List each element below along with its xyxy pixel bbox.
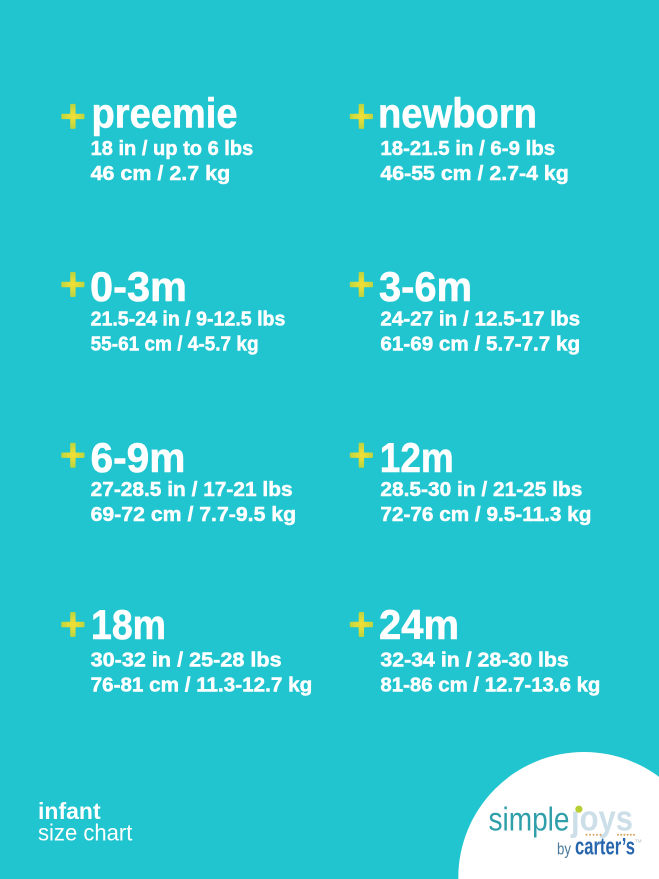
svg-text:ȷoys: ȷoys [570, 797, 633, 838]
svg-text:46-55 cm / 2.7-4 kg: 46-55 cm / 2.7-4 kg [380, 162, 568, 185]
svg-text:30-32 in / 25-28 lbs: 30-32 in / 25-28 lbs [91, 649, 282, 672]
svg-text:21.5-24 in / 9-12.5 lbs: 21.5-24 in / 9-12.5 lbs [91, 308, 286, 331]
svg-text:newborn: newborn [378, 90, 537, 137]
svg-text:0-3m: 0-3m [90, 263, 187, 310]
svg-text:3-6m: 3-6m [379, 263, 472, 310]
svg-text:24m: 24m [379, 601, 459, 648]
svg-text:18 in / up to 6 lbs: 18 in / up to 6 lbs [91, 137, 254, 160]
svg-text:infant: infant [38, 798, 101, 824]
svg-text:carter’s: carter’s [575, 834, 635, 861]
svg-text:6-9m: 6-9m [91, 434, 186, 481]
svg-text:69-72 cm / 7.7-9.5 kg: 69-72 cm / 7.7-9.5 kg [91, 503, 297, 526]
svg-text:TM: TM [635, 839, 642, 844]
svg-text:by: by [557, 840, 571, 859]
svg-text:24-27 in / 12.5-17 lbs: 24-27 in / 12.5-17 lbs [380, 308, 580, 331]
svg-text:72-76 cm / 9.5-11.3 kg: 72-76 cm / 9.5-11.3 kg [380, 503, 591, 526]
svg-text:12m: 12m [380, 434, 454, 481]
svg-text:61-69 cm / 5.7-7.7 kg: 61-69 cm / 5.7-7.7 kg [380, 333, 580, 356]
svg-text:81-86 cm / 12.7-13.6 kg: 81-86 cm / 12.7-13.6 kg [380, 674, 600, 697]
svg-text:18m: 18m [91, 601, 166, 648]
svg-text:32-34 in / 28-30 lbs: 32-34 in / 28-30 lbs [380, 649, 568, 672]
svg-text:simple: simple [489, 800, 570, 837]
svg-text:size chart: size chart [38, 820, 133, 846]
svg-text:27-28.5 in / 17-21 lbs: 27-28.5 in / 17-21 lbs [91, 478, 293, 501]
svg-text:preemie: preemie [92, 90, 238, 137]
svg-text:76-81 cm / 11.3-12.7 kg: 76-81 cm / 11.3-12.7 kg [91, 674, 313, 697]
svg-text:28.5-30 in / 21-25 lbs: 28.5-30 in / 21-25 lbs [380, 478, 582, 501]
svg-text:55-61 cm / 4-5.7 kg: 55-61 cm / 4-5.7 kg [91, 333, 259, 356]
svg-text:18-21.5 in / 6-9 lbs: 18-21.5 in / 6-9 lbs [380, 137, 555, 160]
svg-text:46 cm / 2.7 kg: 46 cm / 2.7 kg [91, 162, 231, 185]
